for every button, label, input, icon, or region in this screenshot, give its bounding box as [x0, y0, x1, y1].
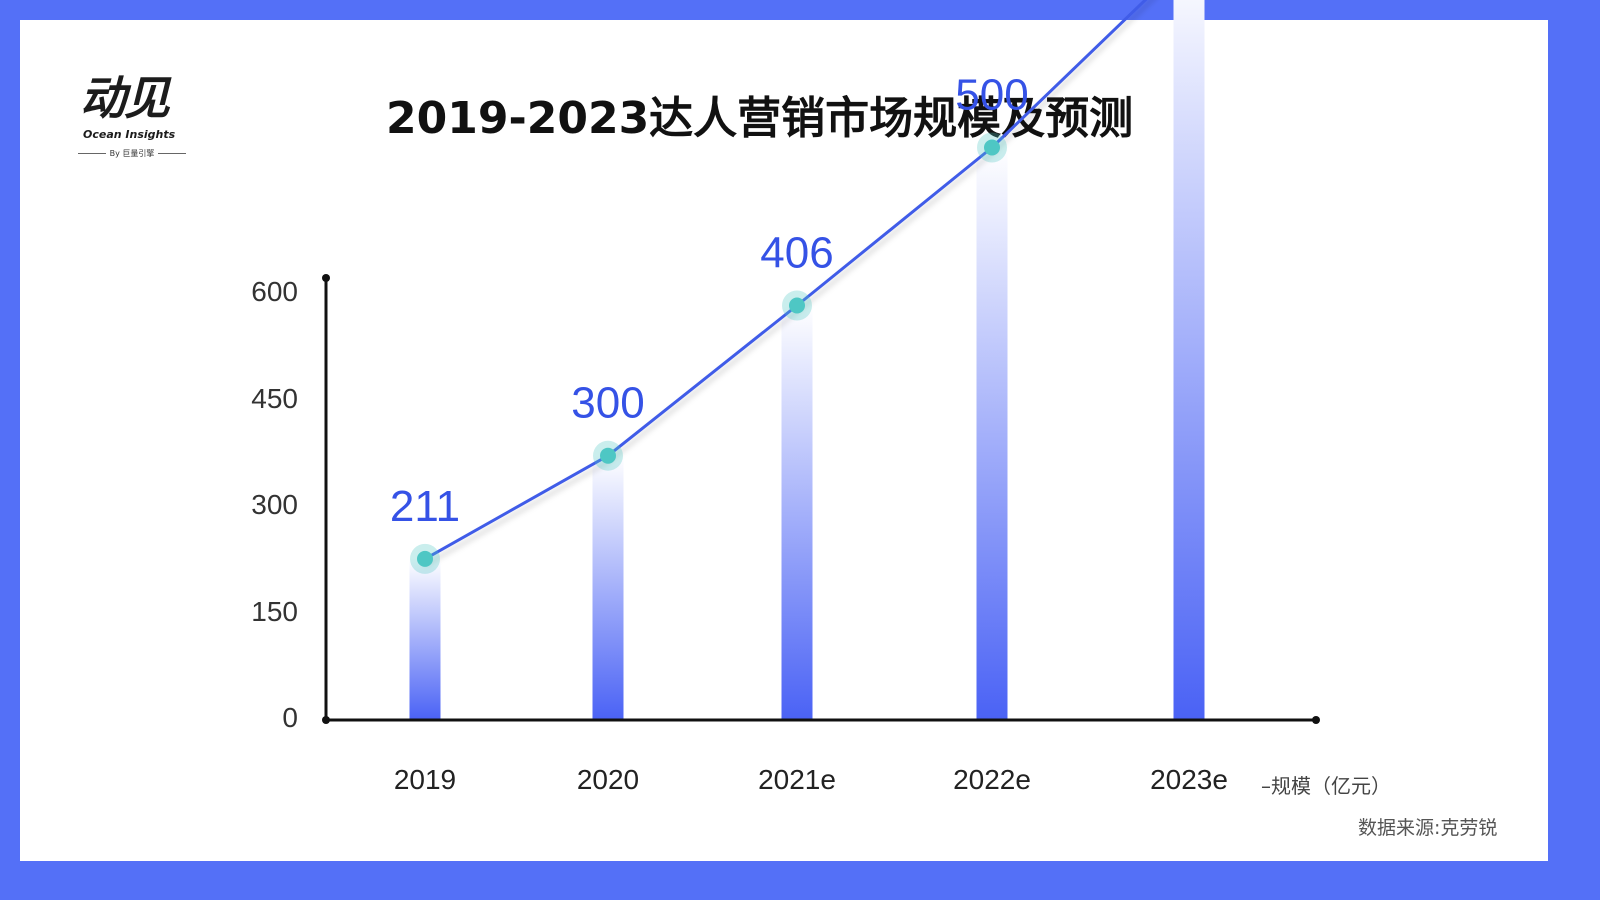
chart-title: 2019-2023达人营销市场规模及预测	[386, 93, 1134, 144]
logo-subtitle: Ocean Insights	[83, 128, 176, 141]
logo-rule-left	[78, 153, 106, 154]
bar-2021e	[781, 305, 813, 720]
logo-wordmark: 动见	[80, 71, 170, 125]
brand-logo: 动见 Ocean Insights By 巨量引擎	[78, 70, 188, 162]
unit-label: –规模（亿元）	[1261, 774, 1391, 798]
y-axis-end-dot	[322, 274, 330, 282]
bar-2023e	[1173, 0, 1205, 720]
x-tick-label: 2023e	[1150, 764, 1228, 795]
y-tick-label: 300	[251, 489, 298, 520]
x-tick-label: 2020	[577, 764, 639, 795]
data-label: 406	[760, 229, 833, 278]
logo-byline: By 巨量引擎	[78, 148, 187, 159]
data-point	[789, 297, 805, 314]
data-label: 500	[955, 71, 1028, 120]
bar-2019	[409, 558, 441, 720]
y-tick-label: 450	[251, 383, 298, 414]
axis-origin-dot	[322, 716, 330, 724]
x-tick-label: 2022e	[953, 764, 1031, 795]
data-point	[600, 447, 616, 464]
y-tick-label: 600	[251, 276, 298, 307]
y-tick-label: 150	[251, 596, 298, 627]
bar-2020	[592, 455, 624, 720]
x-tick-label: 2021e	[758, 764, 836, 795]
data-label: 300	[571, 379, 644, 428]
data-source: 数据来源:克劳锐	[1358, 817, 1498, 839]
data-point	[984, 139, 1000, 156]
bar-2022e	[976, 147, 1008, 720]
data-point	[417, 550, 433, 567]
x-axis-end-dot	[1312, 716, 1320, 724]
x-tick-label: 2019	[394, 764, 456, 795]
y-tick-label: 0	[282, 702, 298, 733]
logo-rule-right	[158, 153, 187, 154]
logo-by-text: By 巨量引擎	[109, 149, 155, 158]
data-label: 211	[390, 482, 460, 531]
